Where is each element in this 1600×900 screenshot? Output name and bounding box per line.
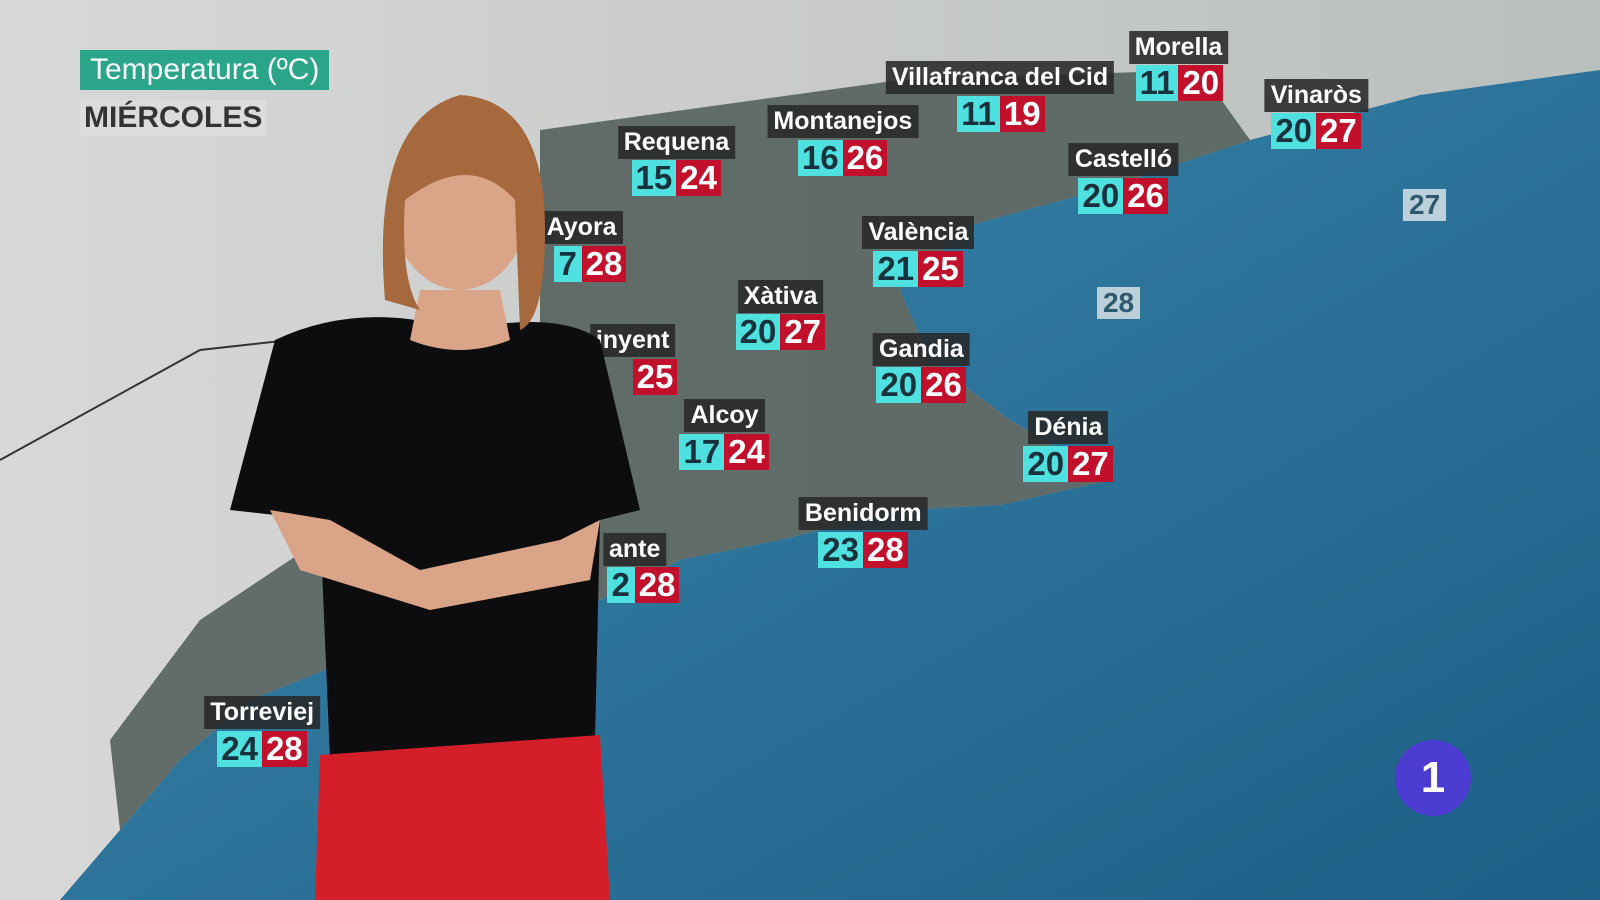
city-name: Gandia <box>873 332 970 366</box>
temperature-pair: 11 20 <box>1135 65 1224 102</box>
temperature-pair: 2 28 <box>606 567 680 604</box>
city-name: Alcoy <box>684 398 765 432</box>
min-temperature: 20 <box>1271 113 1317 150</box>
temperature-pair: 15 24 <box>631 160 721 197</box>
min-temperature: 16 <box>797 139 843 176</box>
temperature-pair: 24 28 <box>217 730 307 767</box>
city-name: Dénia <box>1028 411 1109 445</box>
max-temperature: 26 <box>1123 177 1168 214</box>
min-temperature: 15 <box>631 160 677 197</box>
temperature-pair: 20 26 <box>1078 177 1168 214</box>
city-name: ante <box>602 532 667 566</box>
map-title: Temperatura (ºC) <box>80 50 330 90</box>
city-name: Ayora <box>540 211 623 245</box>
max-temperature: 26 <box>921 367 966 404</box>
temperature-pair: 25 <box>632 359 678 396</box>
max-temperature: 27 <box>1316 113 1361 150</box>
sea-temperature: 27 <box>1403 188 1447 221</box>
temperature-pair: 20 27 <box>735 314 826 351</box>
temperature-pair: 23 28 <box>818 531 908 568</box>
city-name: Benidorm <box>798 496 928 530</box>
min-temperature: 20 <box>1078 177 1124 214</box>
min-temperature: 20 <box>1023 445 1069 482</box>
max-temperature: 28 <box>862 531 908 568</box>
city-name: Montanejos <box>767 105 919 139</box>
min-temperature: 11 <box>1135 65 1179 102</box>
temperature-pair: 20 26 <box>876 367 966 404</box>
max-temperature: 24 <box>724 433 769 470</box>
city-name: Villafranca del Cid <box>885 61 1115 95</box>
city-name: Morella <box>1128 30 1229 64</box>
min-temperature: 2 <box>606 567 635 604</box>
temperature-pair: 21 25 <box>873 251 963 288</box>
temperature-pair: 20 27 <box>1271 113 1361 150</box>
max-temperature: 27 <box>780 314 826 351</box>
day-label: MIÉRCOLES <box>80 100 267 136</box>
sea-temperature: 28 <box>1096 286 1141 319</box>
max-temperature: 20 <box>1178 65 1224 102</box>
min-temperature: 20 <box>735 314 781 351</box>
temperature-pair: 17 24 <box>679 433 769 470</box>
min-temperature: 23 <box>818 531 863 568</box>
max-temperature: 28 <box>634 567 680 604</box>
city-name: Requena <box>617 125 736 159</box>
max-temperature: 28 <box>581 245 627 282</box>
city-name: Castelló <box>1068 142 1179 176</box>
min-temperature: 20 <box>876 367 922 404</box>
city-name: Xàtiva <box>737 279 824 313</box>
max-temperature: 25 <box>632 359 678 396</box>
city-name: Torreviej <box>204 695 321 729</box>
min-temperature: 11 <box>957 95 1000 132</box>
temperature-pair: 11 19 <box>957 95 1045 132</box>
min-temperature: 21 <box>873 251 919 288</box>
max-temperature: 25 <box>918 251 963 288</box>
max-temperature: 19 <box>999 95 1045 132</box>
max-temperature: 28 <box>261 730 307 767</box>
city-name: València <box>862 216 975 250</box>
logo-text: 1 <box>1421 753 1445 802</box>
city-name: Vinaròs <box>1264 78 1368 112</box>
temperature-pair: 16 26 <box>797 139 888 176</box>
max-temperature: 24 <box>676 160 721 197</box>
min-temperature: 24 <box>217 730 262 767</box>
temperature-pair: 20 27 <box>1023 445 1113 482</box>
temperature-pair: 7 28 <box>553 245 627 282</box>
max-temperature: 26 <box>842 139 888 176</box>
min-temperature: 7 <box>553 245 582 282</box>
max-temperature: 27 <box>1068 445 1113 482</box>
min-temperature: 17 <box>679 433 725 470</box>
city-name: inyent <box>589 324 676 358</box>
